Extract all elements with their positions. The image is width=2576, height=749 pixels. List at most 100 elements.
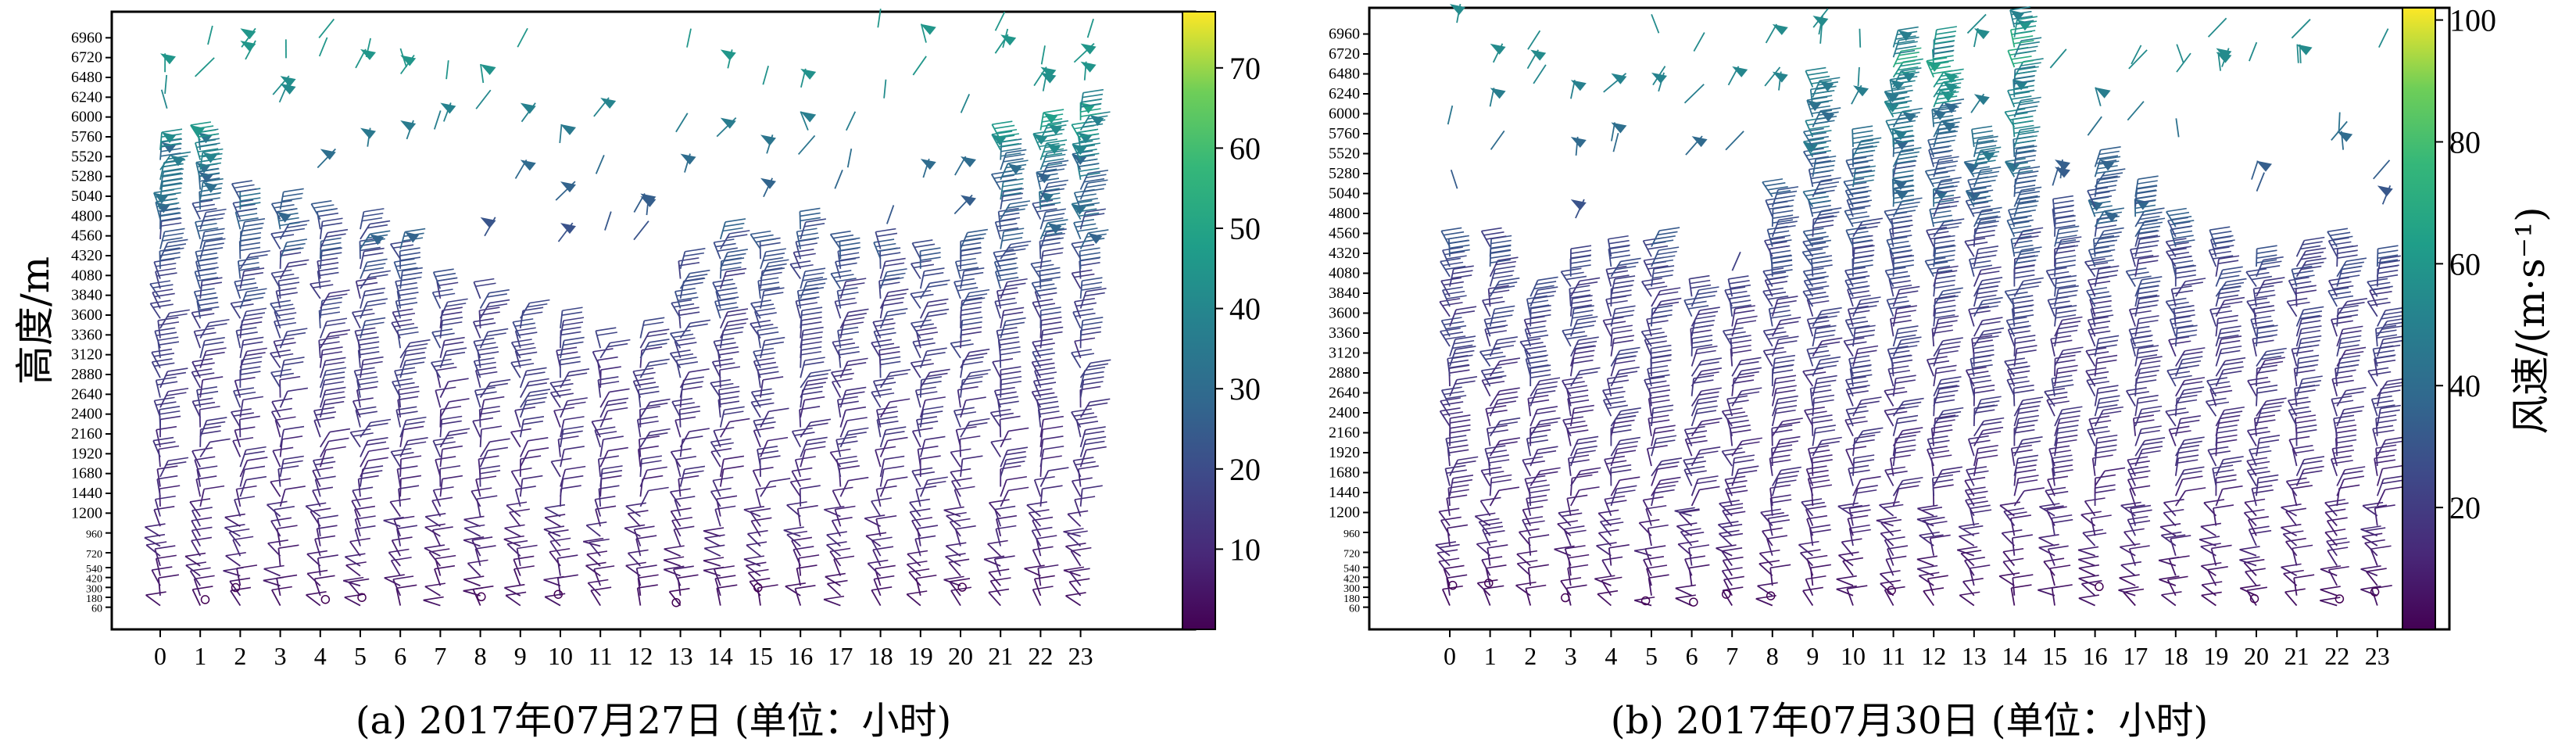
panel-a-ylabel: 高度/m bbox=[13, 256, 58, 385]
wind-barb bbox=[800, 418, 832, 438]
wind-barb bbox=[2054, 255, 2077, 277]
wind-barb bbox=[519, 475, 543, 497]
xtick-label: 20 bbox=[2244, 642, 2269, 670]
wind-barb bbox=[2134, 295, 2160, 317]
wind-barb bbox=[710, 438, 734, 458]
ytick-label: 4560 bbox=[1329, 225, 1360, 242]
xtick-label: 5 bbox=[1645, 642, 1658, 670]
wind-barb bbox=[1933, 245, 1956, 267]
wind-barb bbox=[800, 369, 832, 389]
wind-barb bbox=[351, 308, 375, 329]
xtick-label: 6 bbox=[394, 642, 406, 670]
wind-barb bbox=[1570, 486, 1600, 507]
wind-barb bbox=[679, 435, 703, 457]
wind-barb bbox=[152, 436, 176, 457]
wind-barb bbox=[509, 508, 530, 527]
wind-barb bbox=[2013, 345, 2038, 367]
wind-barb bbox=[2118, 586, 2139, 597]
wind-barb bbox=[1933, 385, 1960, 407]
wind-barb bbox=[1651, 246, 1680, 267]
wind-barb bbox=[2291, 265, 2315, 287]
wind-barb bbox=[263, 576, 284, 587]
wind-barb bbox=[1798, 540, 1819, 557]
wind-barb bbox=[598, 485, 620, 507]
wind-barb bbox=[2175, 278, 2206, 297]
wind-barb bbox=[639, 455, 662, 477]
wind-barb bbox=[2174, 264, 2196, 287]
wind-barb bbox=[1476, 539, 1497, 557]
wind-barb bbox=[306, 591, 327, 607]
wind-barb bbox=[235, 485, 257, 507]
wind-barb bbox=[674, 287, 699, 309]
wind-barb bbox=[592, 348, 614, 368]
wind-barb bbox=[1690, 405, 1718, 427]
wind-barb bbox=[2360, 586, 2381, 597]
wind-barb bbox=[1079, 435, 1107, 457]
wind-barb bbox=[2295, 354, 2320, 377]
wind-barb bbox=[1067, 510, 1089, 527]
wind-barb bbox=[1480, 367, 1507, 387]
wind-barb bbox=[2336, 346, 2367, 367]
wind-barb bbox=[1933, 26, 1957, 48]
wind-barb bbox=[2215, 456, 2244, 477]
wind-barb bbox=[2374, 504, 2395, 526]
wind-barb bbox=[1852, 475, 1881, 496]
wind-barb bbox=[1801, 248, 1831, 267]
wind-barb bbox=[830, 270, 857, 289]
panel-a-yticks: 6960672064806240600057605520528050404800… bbox=[71, 29, 112, 615]
wind-barb bbox=[479, 378, 511, 399]
wind-barb bbox=[1892, 185, 1915, 207]
wind-barb bbox=[639, 486, 669, 507]
wind-barb bbox=[2013, 475, 2039, 496]
wind-barb bbox=[397, 396, 419, 418]
xtick-label: 16 bbox=[2083, 642, 2108, 670]
wind-barb bbox=[1852, 396, 1882, 417]
wind-barb bbox=[199, 228, 225, 249]
wind-barb bbox=[393, 515, 415, 537]
wind-barb bbox=[1606, 374, 1630, 396]
wind-barb bbox=[1807, 475, 1830, 496]
wind-barb bbox=[463, 515, 485, 528]
wind-barb bbox=[1771, 374, 1797, 396]
wind-barb bbox=[960, 455, 983, 477]
wind-barb bbox=[1929, 534, 1951, 556]
wind-barb bbox=[320, 428, 351, 448]
wind-barb bbox=[160, 53, 176, 73]
wind-barb bbox=[1884, 466, 1908, 486]
wind-barb bbox=[514, 159, 536, 179]
wind-barb bbox=[473, 357, 496, 378]
wind-barb bbox=[399, 416, 427, 438]
wind-barb bbox=[950, 477, 972, 497]
wind-barb bbox=[669, 349, 694, 369]
ytick-label: 1200 bbox=[1329, 504, 1360, 521]
wind-barb bbox=[719, 218, 746, 240]
ytick-label: 2160 bbox=[1329, 425, 1360, 442]
wind-barb bbox=[270, 407, 292, 428]
wind-barb bbox=[797, 134, 816, 156]
wind-barb bbox=[919, 406, 944, 428]
wind-barb bbox=[1771, 385, 1797, 407]
wind-barb bbox=[1524, 325, 1549, 347]
wind-barb bbox=[664, 565, 685, 577]
wind-barb bbox=[1562, 327, 1587, 347]
wind-barb bbox=[800, 111, 817, 131]
wind-barb bbox=[354, 505, 376, 527]
wind-barb bbox=[383, 516, 404, 528]
wind-barb bbox=[832, 486, 853, 507]
wind-barb bbox=[1000, 427, 1029, 448]
wind-barb bbox=[318, 37, 328, 57]
wind-barb bbox=[627, 549, 649, 567]
wind-barb bbox=[319, 228, 349, 249]
wind-barb bbox=[480, 63, 496, 84]
wind-barb bbox=[1558, 509, 1583, 527]
wind-barb bbox=[549, 547, 571, 567]
wind-barb bbox=[2038, 543, 2059, 557]
wind-barb bbox=[439, 298, 468, 319]
wind-barb bbox=[1039, 247, 1064, 270]
wind-barb bbox=[825, 572, 846, 586]
wind-barb bbox=[279, 375, 301, 398]
wind-barb bbox=[2299, 44, 2302, 63]
wind-barb bbox=[1486, 425, 1508, 446]
wind-barb bbox=[1489, 265, 1516, 287]
wind-barb bbox=[920, 158, 936, 178]
